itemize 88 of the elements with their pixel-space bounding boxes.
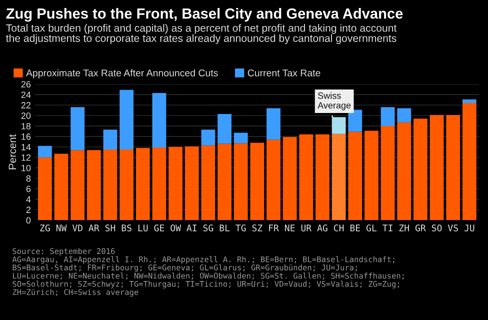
bar — [348, 132, 362, 220]
y-tick-label: 24 — [21, 92, 31, 98]
x-tick-label: GL — [366, 224, 376, 232]
x-tick-label: AG — [317, 224, 328, 232]
y-tick-label: 2 — [26, 206, 31, 213]
bar — [152, 147, 166, 220]
x-tick-label: UR — [301, 224, 312, 232]
bar — [332, 134, 346, 220]
bar — [218, 114, 232, 144]
bar — [364, 130, 378, 220]
bar — [266, 140, 280, 220]
bar — [234, 132, 248, 144]
y-tick-label: 0 — [26, 217, 31, 224]
bar — [348, 110, 362, 132]
x-tick-label: FR — [269, 224, 279, 232]
y-axis-title: Percent — [8, 134, 16, 170]
bar — [250, 142, 264, 220]
bar — [446, 115, 460, 220]
bar — [70, 150, 85, 220]
bar — [120, 90, 134, 150]
x-tick-label: LU — [138, 224, 148, 232]
legend-label: Current Tax Rate — [248, 70, 320, 76]
bar — [38, 146, 52, 158]
legend-label: Approximate Tax Rate After Announced Cuts — [26, 69, 218, 78]
bar — [462, 102, 476, 220]
annotation: Swiss Average — [318, 92, 351, 110]
x-tick-label: OW — [170, 224, 181, 232]
y-tick-label: 4 — [26, 196, 31, 203]
x-tick-label: AI — [186, 224, 196, 232]
x-tick-label: TG — [236, 224, 246, 232]
x-tick-label: ZG — [40, 224, 50, 232]
bar — [462, 99, 476, 103]
bar — [184, 146, 199, 220]
bar — [103, 130, 118, 150]
bar — [152, 93, 166, 148]
x-tick-label: VS — [448, 224, 458, 232]
bar — [168, 146, 182, 220]
x-tick-label: NW — [56, 224, 67, 232]
bar — [414, 118, 428, 220]
x-tick-label: SH — [105, 224, 116, 232]
bar — [380, 107, 395, 126]
x-tick-label: AR — [88, 224, 100, 232]
y-tick-label: 6 — [26, 186, 31, 192]
x-tick-label: BS — [122, 224, 132, 232]
y-tick-label: 12 — [22, 154, 31, 161]
bar — [54, 154, 68, 220]
bar — [201, 130, 216, 146]
x-tick-label: TI — [382, 224, 392, 232]
x-tick-label: VD — [72, 224, 82, 232]
y-tick-label: 14 — [22, 144, 31, 150]
bar — [380, 126, 395, 220]
bar — [397, 108, 412, 122]
x-tick-label: SZ — [252, 224, 262, 232]
bar — [234, 143, 248, 220]
bar — [120, 150, 134, 220]
bar — [86, 150, 101, 220]
y-tick-label: 22 — [21, 102, 31, 108]
x-tick-label: SO — [432, 224, 442, 232]
x-tick-label: GE — [154, 224, 164, 232]
bar — [136, 148, 150, 220]
bar — [397, 122, 412, 220]
y-tick-label: 16 — [22, 133, 31, 140]
bar — [218, 144, 232, 220]
x-tick-label: JU — [464, 224, 474, 232]
y-tick-label: 26 — [21, 81, 31, 88]
x-tick-label: NE — [285, 224, 295, 232]
x-tick-label: SG — [203, 224, 214, 232]
x-tick-label: GR — [415, 224, 426, 232]
bar — [299, 134, 314, 220]
chart-subtitle: Total tax burden (profit and capital) as a percent of net profit and taking into account the adjustments to corporate tax rates already announced by cantonal governments — [6, 24, 397, 44]
x-tick-label: BE — [350, 224, 360, 232]
bar — [430, 115, 444, 220]
bar — [201, 145, 216, 220]
x-tick-label: BL — [220, 224, 230, 232]
bar — [266, 108, 280, 140]
bar — [70, 107, 85, 150]
bar — [282, 136, 297, 220]
bar — [38, 157, 52, 220]
y-tick-label: 20 — [21, 112, 31, 119]
x-tick-label: ZH — [399, 224, 409, 232]
bar — [316, 134, 330, 220]
y-tick-label: 8 — [26, 175, 31, 182]
bar — [332, 117, 346, 134]
y-tick-label: 10 — [22, 164, 31, 172]
y-tick-label: 18 — [22, 122, 31, 130]
x-tick-label: CH — [334, 224, 344, 232]
chart-title: Zug Pushes to the Front, Basel City and Geneva Advance — [6, 8, 403, 22]
bar — [103, 150, 118, 220]
